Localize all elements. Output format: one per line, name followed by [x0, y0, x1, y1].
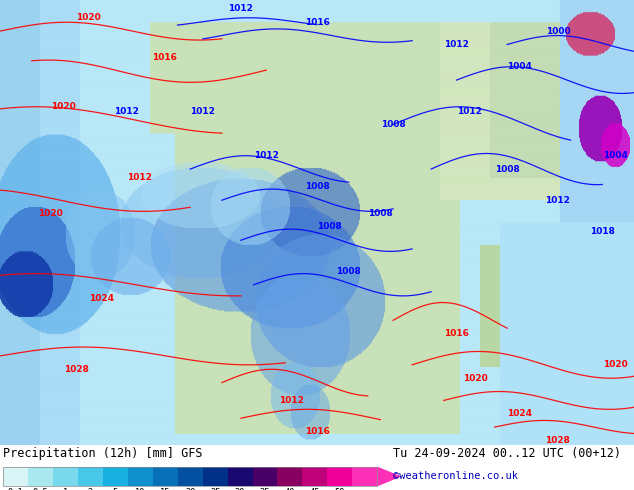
Bar	[252, 466, 278, 487]
Text: 30: 30	[235, 488, 245, 490]
Text: 1004: 1004	[507, 62, 533, 71]
Bar	[103, 466, 128, 487]
Bar	[228, 466, 252, 487]
Text: ©weatheronline.co.uk: ©weatheronline.co.uk	[393, 471, 518, 481]
Text: 1008: 1008	[495, 165, 520, 173]
Bar	[203, 466, 228, 487]
Text: 40: 40	[285, 488, 295, 490]
Bar	[178, 466, 203, 487]
Text: 0.5: 0.5	[33, 488, 48, 490]
Text: 2: 2	[88, 488, 93, 490]
Text: 50: 50	[335, 488, 345, 490]
Text: 1020: 1020	[602, 360, 628, 369]
Bar	[302, 466, 327, 487]
Text: 1016: 1016	[304, 427, 330, 436]
Text: 15: 15	[160, 488, 171, 490]
Text: 1028: 1028	[545, 436, 571, 445]
Text: 1012: 1012	[228, 4, 254, 13]
Text: 1024: 1024	[507, 409, 533, 418]
Text: 1016: 1016	[444, 329, 469, 338]
Text: 1020: 1020	[463, 374, 488, 383]
Text: 1012: 1012	[456, 107, 482, 116]
Text: Precipitation (12h) [mm] GFS: Precipitation (12h) [mm] GFS	[3, 447, 203, 460]
Text: 1012: 1012	[127, 173, 152, 182]
Text: 1008: 1008	[317, 222, 342, 231]
Text: 45: 45	[309, 488, 320, 490]
Text: 1016: 1016	[304, 18, 330, 27]
Text: 1020: 1020	[76, 13, 101, 23]
Text: 10: 10	[135, 488, 146, 490]
Bar	[3, 466, 377, 487]
Text: 1008: 1008	[380, 120, 406, 129]
Polygon shape	[377, 466, 401, 487]
Text: 1012: 1012	[190, 107, 216, 116]
Bar	[153, 466, 178, 487]
Text: 5: 5	[113, 488, 118, 490]
Text: 1016: 1016	[152, 53, 178, 62]
Bar	[28, 466, 53, 487]
Text: 1008: 1008	[304, 182, 330, 192]
Text: 20: 20	[185, 488, 195, 490]
Bar	[53, 466, 78, 487]
Bar	[278, 466, 302, 487]
Text: 1012: 1012	[114, 107, 139, 116]
Text: 1000: 1000	[546, 26, 570, 36]
Bar	[353, 466, 377, 487]
Bar	[78, 466, 103, 487]
Text: 1: 1	[63, 488, 68, 490]
Text: 1012: 1012	[444, 40, 469, 49]
Text: 1004: 1004	[602, 151, 628, 160]
Text: 1012: 1012	[545, 196, 571, 205]
Bar	[3, 466, 28, 487]
Text: 1024: 1024	[89, 294, 114, 303]
Text: 1020: 1020	[51, 102, 76, 111]
Text: 35: 35	[260, 488, 270, 490]
Text: 1020: 1020	[38, 209, 63, 218]
Text: 1012: 1012	[279, 396, 304, 405]
Text: Tu 24-09-2024 00..12 UTC (00+12): Tu 24-09-2024 00..12 UTC (00+12)	[393, 447, 621, 460]
Bar	[128, 466, 153, 487]
Text: 1008: 1008	[336, 267, 361, 276]
Text: 1028: 1028	[63, 365, 89, 374]
Text: 25: 25	[210, 488, 221, 490]
Text: 1018: 1018	[590, 227, 615, 236]
Text: 1012: 1012	[254, 151, 279, 160]
Text: 0.1: 0.1	[8, 488, 23, 490]
Text: 1008: 1008	[368, 209, 393, 218]
Bar	[327, 466, 353, 487]
